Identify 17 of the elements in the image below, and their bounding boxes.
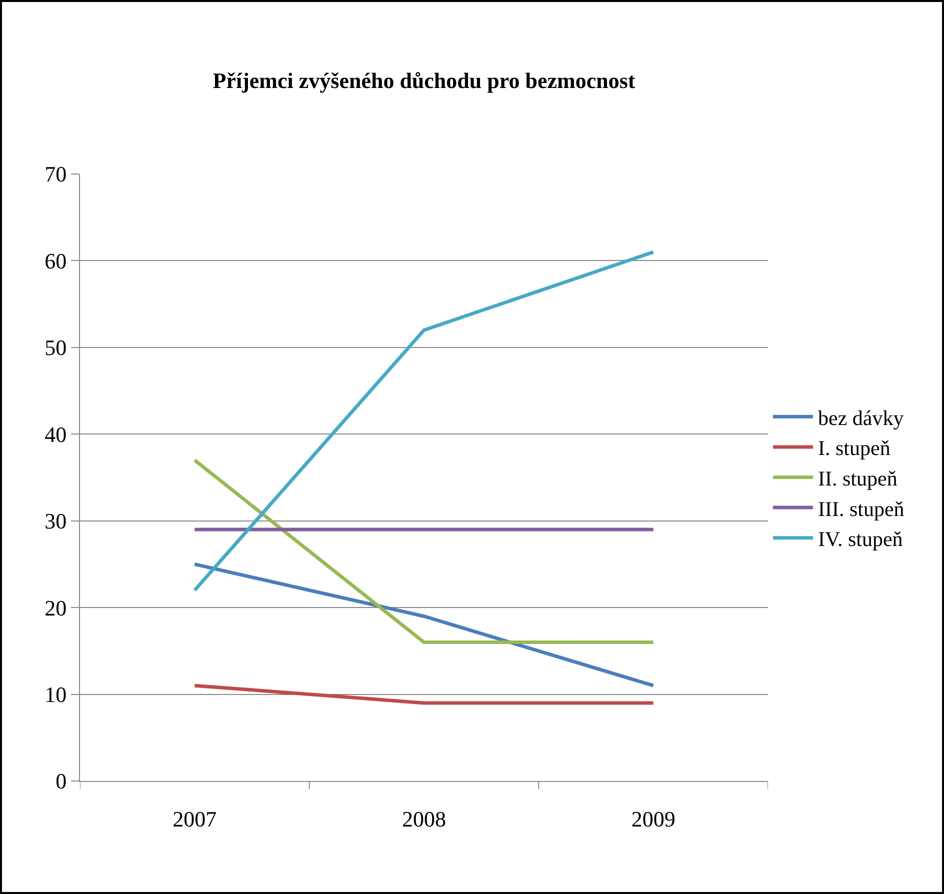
legend-label: II. stupeň [818, 466, 898, 490]
y-tick-label: 0 [56, 768, 67, 794]
y-tick-label: 60 [44, 248, 67, 274]
y-tick-label: 10 [44, 682, 67, 707]
y-tick-label: 30 [44, 508, 67, 534]
x-tick-label: 2007 [172, 806, 217, 832]
legend-label: IV. stupeň [818, 527, 904, 552]
x-tick-label: 2008 [402, 806, 446, 832]
chart-title: Příjemci zvýšeného důchodu pro bezmocnost [212, 68, 636, 94]
x-tick-label: 2009 [631, 806, 676, 832]
y-tick-label: 40 [44, 422, 67, 447]
legend-label: I. stupeň [818, 436, 891, 460]
y-tick-label: 70 [44, 162, 67, 187]
legend-label: III. stupeň [818, 496, 905, 521]
legend-label: bez dávky [818, 406, 904, 430]
y-tick-label: 20 [44, 595, 67, 620]
y-tick-label: 50 [44, 335, 67, 360]
